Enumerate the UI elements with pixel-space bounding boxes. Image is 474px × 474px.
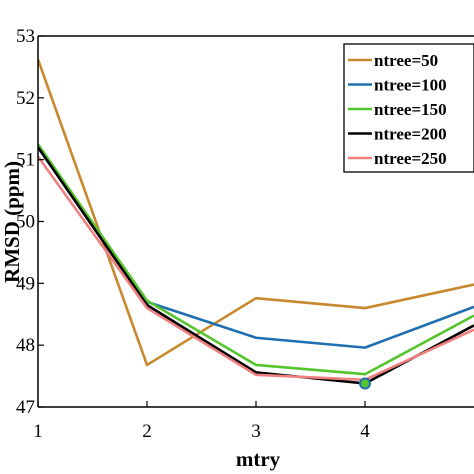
legend: ntree=50 ntree=100 ntree=150 ntree=200 ntree… bbox=[343, 43, 474, 173]
y-tick-label: 53 bbox=[16, 26, 35, 47]
legend-label: ntree=250 bbox=[374, 149, 447, 168]
x-tick-label: 2 bbox=[142, 421, 152, 442]
legend-label: ntree=50 bbox=[374, 51, 438, 70]
y-axis-label: RMSD (ppm) bbox=[0, 161, 24, 283]
series-line-ntree-50 bbox=[38, 59, 474, 367]
x-axis-label: mtry bbox=[236, 447, 281, 471]
series-line-ntree-250 bbox=[38, 155, 474, 382]
y-tick-label: 51 bbox=[16, 150, 35, 171]
x-tick-label: 4 bbox=[360, 421, 370, 442]
minimum-point-marker bbox=[359, 377, 371, 390]
y-tick-label: 52 bbox=[16, 88, 35, 109]
x-tick-label: 3 bbox=[251, 421, 261, 442]
series-line-ntree-200 bbox=[38, 146, 474, 385]
legend-label: ntree=200 bbox=[374, 125, 447, 144]
y-tick-label: 50 bbox=[16, 212, 35, 233]
legend-label: ntree=100 bbox=[374, 76, 447, 95]
y-tick-label: 48 bbox=[16, 335, 35, 356]
x-tick-label: 1 bbox=[33, 421, 43, 442]
legend-label: ntree=150 bbox=[374, 100, 447, 119]
y-tick-label: 49 bbox=[16, 273, 35, 294]
y-tick-label: 47 bbox=[16, 397, 35, 418]
series-line-ntree-150 bbox=[38, 143, 474, 376]
